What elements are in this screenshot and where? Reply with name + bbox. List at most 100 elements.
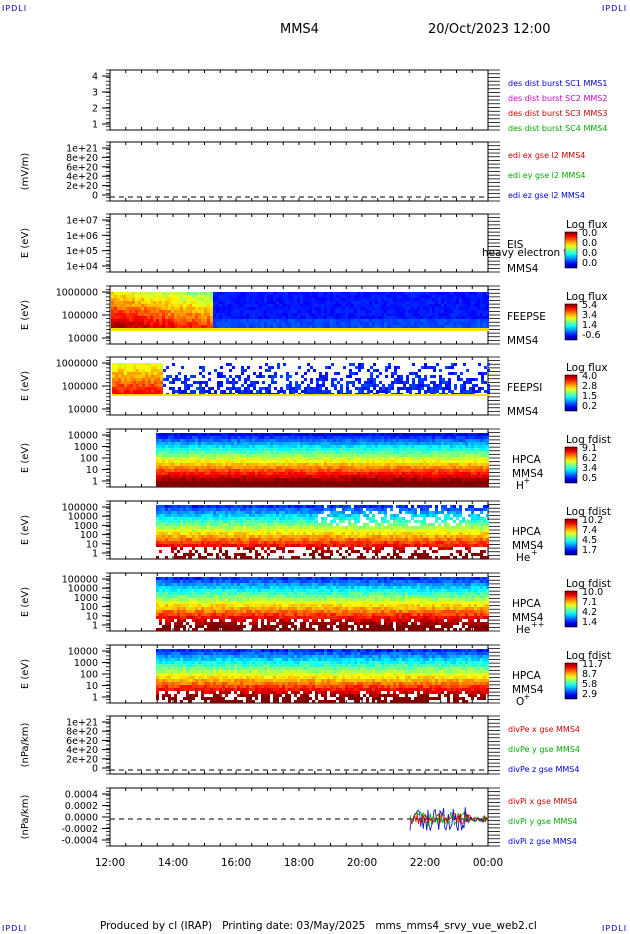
hpca-he-charge: + <box>531 548 538 557</box>
des-dist-ytick-label: 4 <box>92 72 98 83</box>
hpca-he-colorbar-tick: 4.5 <box>582 535 597 546</box>
footer-script: mms_mms4_srvy_vue_web2.cl <box>375 920 537 932</box>
hpca-he-colorbar-tick: 10.2 <box>582 515 603 526</box>
edi-e-ytick-label: 8e+20 <box>66 153 98 164</box>
corner-label-top-right: IPDLI <box>602 4 628 13</box>
divpi-ytick-label: 0.0002 <box>65 801 98 812</box>
divpi-trace-1 <box>409 811 489 827</box>
hpca-o-colorbar-tick: 5.8 <box>582 679 597 690</box>
hpca-he2-ytick-label: 100 <box>80 602 98 613</box>
hpca-o-colorbar-tick: 2.9 <box>582 689 597 700</box>
hpca-h-ytick-label: 1000 <box>74 442 98 453</box>
eis-ytick-label: 1e+04 <box>66 262 98 273</box>
eis-colorbar-tick: 0.0 <box>582 248 597 259</box>
hpca-he2-colorbar-tick: 1.4 <box>582 617 597 628</box>
hpca-he2-colorbar <box>564 590 578 628</box>
hpca-h-ylabel: E (eV) <box>20 443 31 473</box>
hpca-h-ytick-label: 10000 <box>68 431 98 442</box>
hpca-o-ylabel: E (eV) <box>20 659 31 689</box>
hpca-h-charge: + <box>524 476 531 485</box>
hpca-o-colorbar-tick: 11.7 <box>582 659 603 670</box>
x-axis-tick-label: 16:00 <box>221 857 251 869</box>
hpca-o-instrument-sub: MMS4 <box>512 684 544 696</box>
des-dist-legend-3: des dist burst SC4 MMS4 <box>508 124 607 133</box>
divpe-ytick-label: 8e+20 <box>66 727 98 738</box>
divpe-frame <box>109 715 489 775</box>
eis-instrument-label: EIS <box>507 239 524 251</box>
hpca-h-ytick-label: 1 <box>92 477 98 488</box>
hpca-he-instrument-label: HPCA <box>512 526 542 538</box>
divpe-ytick-label: 0 <box>92 764 98 775</box>
edi-e-ytick-label: 1e+21 <box>66 144 98 155</box>
hpca-o-ytick-label: 10000 <box>68 647 98 658</box>
eis-colorbar <box>564 231 578 269</box>
feepsi-colorbar-title: Log flux <box>566 362 608 374</box>
edi-e-legend-2: edi ez gse l2 MMS4 <box>508 191 585 200</box>
hpca-h-colorbar-tick: 6.2 <box>582 453 597 464</box>
hpca-o-spectrogram-image <box>156 649 489 703</box>
feepsi-spectrogram-image <box>112 363 490 396</box>
hpca-o-colorbar-title: Log fdist <box>566 650 611 662</box>
divpi-legend-1: divPi y gse MMS4 <box>508 817 577 826</box>
feepse-colorbar-title: Log flux <box>566 291 608 303</box>
edi-e-legend-0: edi ex gse l2 MMS4 <box>508 151 585 160</box>
feepse-spectrogram-image <box>111 292 489 331</box>
des-dist-frame <box>109 69 489 131</box>
hpca-he-ylabel: E (eV) <box>20 515 31 545</box>
divpi-ytick-label: -0.0004 <box>61 836 98 847</box>
feepsi-instrument-sub: MMS4 <box>507 406 539 418</box>
x-axis-tick-label: 20:00 <box>347 857 377 869</box>
hpca-h-colorbar-title: Log fdist <box>566 434 611 446</box>
des-dist-legend-0: des dist burst SC1 MMS1 <box>508 79 607 88</box>
footer-producer: Produced by cl (IRAP) <box>100 920 213 932</box>
des-dist-legend-2: des dist burst SC3 MMS3 <box>508 109 607 118</box>
divpe-legend-1: divPe y gse MMS4 <box>508 745 580 754</box>
eis-ylabel: E (eV) <box>20 228 31 258</box>
divpi-legend-2: divPi z gse MMS4 <box>508 837 577 846</box>
feepsi-colorbar-tick: 2.8 <box>582 381 597 392</box>
hpca-o-charge: + <box>524 692 531 701</box>
spacecraft-title: MMS4 <box>280 22 319 37</box>
divpi-legend-0: divPi x gse MMS4 <box>508 797 577 806</box>
edi-e-ytick-label: 4e+20 <box>66 172 98 183</box>
hpca-he-spectrogram-image <box>156 505 489 559</box>
hpca-h-instrument-sub: MMS4 <box>512 468 544 480</box>
hpca-o-instrument-label: HPCA <box>512 670 542 682</box>
eis-ytick-label: 1e+05 <box>66 246 98 257</box>
divpe-legend-0: divPe x gse MMS4 <box>508 725 580 734</box>
x-axis-tick-label: 22:00 <box>410 857 440 869</box>
feepse-ytick-label: 100000 <box>62 311 98 322</box>
hpca-he2-ytick-label: 100000 <box>62 575 98 586</box>
hpca-he2-instrument-sub: MMS4 <box>512 612 544 624</box>
hpca-o-colorbar <box>564 662 578 700</box>
feepse-ylabel: E (eV) <box>20 300 31 330</box>
hpca-he-ytick-label: 1 <box>92 549 98 560</box>
hpca-he2-ytick-label: 1000 <box>74 593 98 604</box>
hpca-he-colorbar-tick: 7.4 <box>582 525 597 536</box>
hpca-h-colorbar-tick: 3.4 <box>582 463 597 474</box>
hpca-he-ytick-label: 100000 <box>62 503 98 514</box>
feepsi-ytick-label: 10000 <box>68 405 98 416</box>
hpca-he2-colorbar-tick: 4.2 <box>582 607 597 618</box>
hpca-o-species: O <box>516 696 524 708</box>
divpi-ytick-label: -0.0002 <box>61 824 98 835</box>
eis-ytick-label: 1e+07 <box>66 216 98 227</box>
hpca-he2-ytick-label: 10 <box>86 611 98 622</box>
feepsi-colorbar-tick: 0.2 <box>582 401 597 412</box>
corner-label-top-left: IPDLI <box>2 4 28 13</box>
edi-e-ytick-label: 2e+20 <box>66 181 98 192</box>
corner-label-bottom-right: IPDLI <box>602 924 628 933</box>
footer: Produced by cl (IRAP) Printing date: 03/… <box>100 920 537 932</box>
hpca-he-colorbar-title: Log fdist <box>566 506 611 518</box>
divpi-ytick-label: 0.0000 <box>65 813 98 824</box>
hpca-he2-colorbar-title: Log fdist <box>566 578 611 590</box>
feepsi-ylabel: E (eV) <box>20 371 31 401</box>
hpca-he2-ylabel: E (eV) <box>20 587 31 617</box>
feepse-colorbar-tick: 3.4 <box>582 310 597 321</box>
eis-panel: 1e+07 1e+06 1e+05 1e+04 E (eV) EIS MMS4 heavy e… <box>20 213 608 275</box>
hpca-he-species: He <box>516 552 530 564</box>
des-dist-ytick-label: 1 <box>92 120 98 131</box>
